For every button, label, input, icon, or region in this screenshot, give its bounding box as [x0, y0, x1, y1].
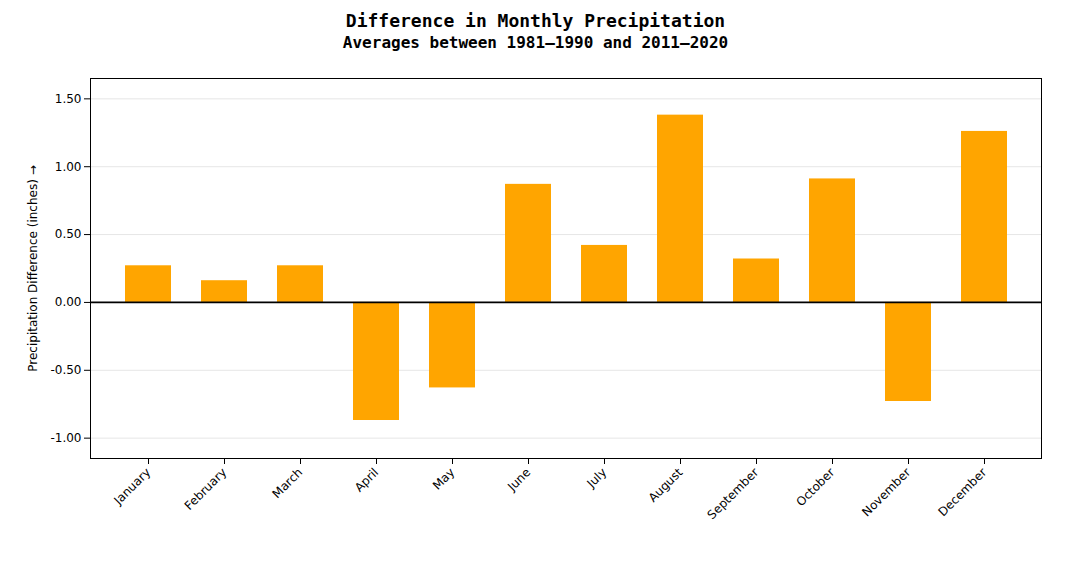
svg-text:1.00: 1.00	[55, 160, 82, 174]
svg-text:June: June	[504, 465, 533, 494]
svg-text:-0.50: -0.50	[50, 363, 81, 377]
svg-text:March: March	[270, 465, 306, 501]
svg-text:January: January	[111, 465, 154, 508]
svg-text:April: April	[352, 465, 381, 494]
svg-text:Precipitation Difference (inch: Precipitation Difference (inches) →	[26, 165, 40, 372]
html-text:Difference in Monthly Precipit: Difference in Monthly Precipitation	[345, 10, 726, 31]
svg-text:July: July	[583, 465, 609, 491]
svg-text:0.00: 0.00	[55, 295, 82, 309]
svg-text:May: May	[430, 465, 457, 492]
svg-text:February: February	[182, 465, 230, 513]
svg-text:-1.00: -1.00	[50, 431, 81, 445]
svg-text:November: November	[859, 465, 913, 519]
svg-text:0.50: 0.50	[55, 227, 82, 241]
svg-text:October: October	[793, 465, 837, 509]
svg-text:September: September	[705, 465, 762, 522]
html-text:Averages between 1981–1990 and: Averages between 1981–1990 and 2011–2020	[342, 33, 729, 52]
svg-text:1.50: 1.50	[55, 92, 82, 106]
svg-text:December: December	[935, 465, 989, 519]
svg-text:August: August	[646, 465, 686, 505]
